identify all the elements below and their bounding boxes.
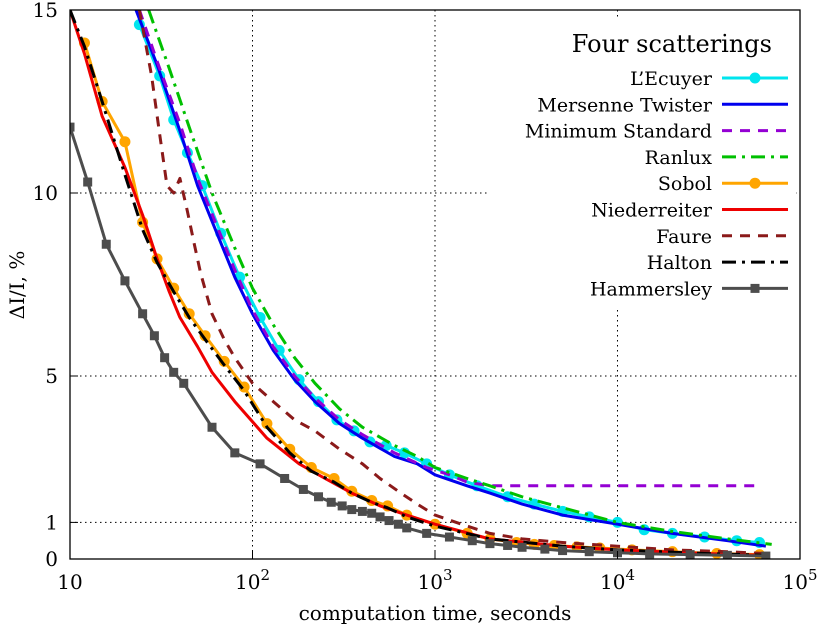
data-point bbox=[326, 497, 336, 507]
data-point bbox=[169, 367, 179, 377]
data-point bbox=[138, 309, 148, 319]
series bbox=[134, 10, 767, 548]
legend-label: Minimum Standard bbox=[525, 121, 712, 143]
data-point bbox=[218, 355, 230, 367]
data-point bbox=[347, 505, 357, 515]
data-point bbox=[337, 501, 347, 511]
x-tick-label: 105 bbox=[783, 566, 818, 594]
legend-marker bbox=[749, 72, 761, 84]
data-point bbox=[722, 550, 732, 559]
data-point bbox=[367, 508, 377, 518]
y-tick-label: 15 bbox=[33, 0, 58, 22]
data-point bbox=[517, 542, 527, 552]
legend-label: Faure bbox=[656, 226, 712, 248]
legend-label: Halton bbox=[647, 252, 712, 274]
data-point bbox=[230, 448, 240, 458]
x-tick-label: 10 bbox=[57, 570, 82, 594]
legend-label: Sobol bbox=[658, 173, 712, 195]
legend-title: Four scatterings bbox=[572, 30, 772, 58]
data-point bbox=[120, 276, 130, 286]
data-point bbox=[558, 546, 568, 556]
data-point bbox=[207, 422, 217, 432]
legend-marker bbox=[749, 177, 761, 189]
data-point bbox=[685, 550, 695, 559]
data-point bbox=[255, 459, 265, 469]
x-tick-label: 102 bbox=[235, 566, 270, 594]
legend-label: Mersenne Twister bbox=[537, 94, 712, 116]
data-point bbox=[199, 330, 211, 342]
data-point bbox=[402, 523, 412, 533]
series-line bbox=[137, 10, 766, 555]
legend-label: L’Ecuyer bbox=[630, 68, 713, 90]
data-point bbox=[119, 136, 131, 148]
data-point bbox=[503, 540, 513, 550]
data-point bbox=[149, 331, 159, 341]
y-tick-label: 5 bbox=[45, 364, 58, 388]
legend-label: Hammersley bbox=[590, 278, 712, 300]
y-axis-title: ΔI/I, % bbox=[5, 251, 29, 320]
data-point bbox=[70, 122, 75, 132]
series-line bbox=[70, 10, 766, 557]
y-tick-label: 1 bbox=[45, 510, 58, 534]
data-point bbox=[101, 239, 111, 249]
data-point bbox=[261, 418, 273, 430]
data-point bbox=[444, 532, 454, 542]
legend-label: Ranlux bbox=[645, 147, 713, 169]
y-tick-label: 0 bbox=[45, 547, 58, 571]
data-point bbox=[83, 177, 93, 187]
series bbox=[147, 10, 772, 546]
data-point bbox=[384, 516, 394, 526]
data-point bbox=[393, 519, 403, 529]
data-point bbox=[467, 536, 477, 546]
series-line bbox=[134, 10, 767, 548]
x-axis-title: computation time, seconds bbox=[299, 601, 572, 625]
data-point bbox=[761, 551, 771, 559]
legend-marker bbox=[750, 283, 760, 293]
data-point bbox=[584, 547, 594, 557]
legend: Four scatterings L’Ecuyer Mersenne Twiste… bbox=[490, 18, 796, 310]
legend-background bbox=[490, 18, 796, 310]
data-point bbox=[179, 378, 189, 388]
data-point bbox=[422, 528, 432, 538]
data-point bbox=[357, 506, 367, 516]
series bbox=[70, 122, 771, 559]
series bbox=[70, 10, 766, 557]
data-point bbox=[314, 492, 324, 502]
data-point bbox=[645, 549, 655, 559]
x-tick-label: 103 bbox=[418, 566, 453, 594]
data-point bbox=[375, 512, 385, 522]
series bbox=[70, 10, 766, 557]
data-point bbox=[160, 353, 170, 363]
data-point bbox=[298, 484, 308, 494]
series-line bbox=[70, 10, 766, 557]
series bbox=[137, 10, 766, 555]
legend-label: Niederreiter bbox=[591, 200, 713, 222]
data-point bbox=[485, 539, 495, 549]
y-tick-label: 10 bbox=[33, 181, 58, 205]
data-point bbox=[540, 544, 550, 554]
x-tick-label: 104 bbox=[600, 566, 635, 594]
data-point bbox=[280, 473, 290, 483]
series-lines bbox=[70, 10, 772, 559]
series-line bbox=[147, 10, 772, 546]
data-point bbox=[238, 381, 250, 393]
